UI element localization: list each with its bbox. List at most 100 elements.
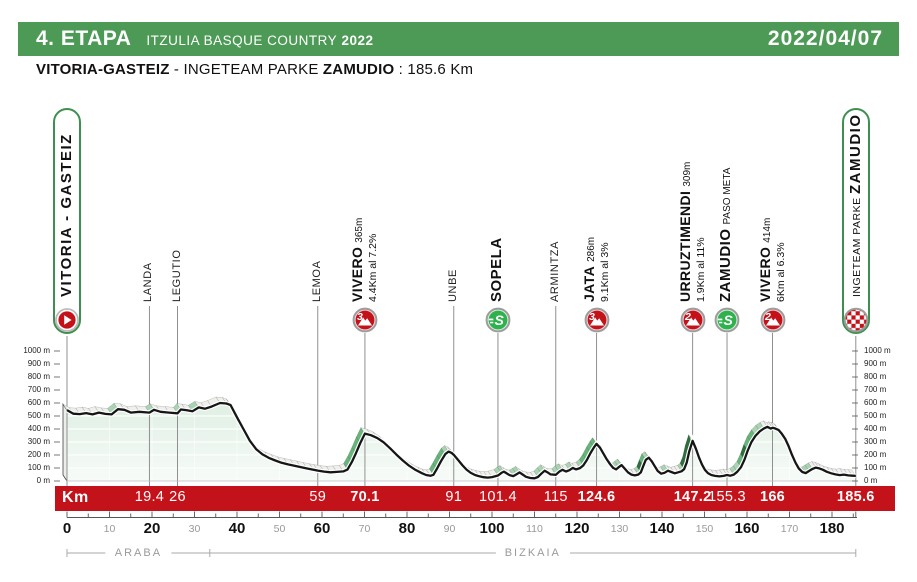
waypoint-altitude: 365m bbox=[353, 217, 365, 243]
x-axis-label-major: 60 bbox=[313, 520, 331, 537]
x-axis-label-major: 180 bbox=[819, 520, 845, 537]
waypoint-name-line: VIVERO 414m bbox=[756, 217, 775, 302]
y-axis-label-right: 400 m bbox=[864, 424, 887, 433]
y-axis-label-right: 500 m bbox=[864, 411, 887, 420]
banner-name: ZAMUDIO bbox=[846, 113, 864, 195]
waypoint-name: VIVERO bbox=[756, 246, 773, 302]
y-axis-label-left: 1000 m bbox=[23, 346, 50, 355]
x-axis-label-major: 20 bbox=[143, 520, 161, 537]
waypoint-name: SOPELA bbox=[487, 237, 505, 302]
waypoint-climb-detail: 4.4Km al 7.2% bbox=[366, 233, 379, 302]
route-distance: 185.6 Km bbox=[407, 61, 474, 78]
climb-icon: 3 bbox=[584, 307, 610, 333]
y-axis-label-left: 300 m bbox=[27, 437, 50, 446]
km-marker: 147.2 bbox=[673, 489, 712, 505]
y-axis-label-left: 900 m bbox=[27, 359, 50, 368]
x-axis-label-major: 80 bbox=[398, 520, 416, 537]
y-axis-label-right: 900 m bbox=[864, 359, 887, 368]
climb-icon: 3 bbox=[352, 307, 378, 333]
waypoint-label: UNBE bbox=[446, 269, 459, 302]
route-finish-prefix: INGETEAM PARKE bbox=[183, 61, 319, 78]
x-axis-label-minor: 50 bbox=[273, 522, 286, 535]
waypoint-climb-detail: 6Km al 6.3% bbox=[774, 242, 787, 302]
waypoint-label: VIVERO 414m 6Km al 6.3% bbox=[756, 217, 788, 302]
svg-text:S: S bbox=[724, 312, 734, 328]
km-bar-title: Km bbox=[62, 489, 89, 506]
km-marker: 115 bbox=[543, 489, 568, 505]
climb-icon: 2 bbox=[760, 307, 786, 333]
km-marker: 26 bbox=[169, 489, 186, 505]
x-axis-label-minor: 30 bbox=[188, 522, 201, 535]
sprint-icon: S bbox=[485, 307, 511, 333]
x-axis-label-major: 40 bbox=[228, 520, 246, 537]
x-axis-label-major: 0 bbox=[62, 520, 72, 537]
waypoint-label: LANDA bbox=[142, 262, 155, 302]
y-axis-label-left: 600 m bbox=[27, 398, 50, 407]
banner-name: VITORIA - GASTEIZ bbox=[58, 133, 75, 297]
route-finish: ZAMUDIO bbox=[322, 61, 395, 78]
race-name-text: ITZULIA BASQUE COUNTRY bbox=[146, 33, 338, 48]
y-axis-label-left: 100 m bbox=[27, 463, 50, 472]
waypoint-climb-detail: 9.1Km al 3% bbox=[598, 242, 611, 302]
waypoint-name: URRUZTIMENDI bbox=[676, 190, 693, 302]
waypoint-altitude: PASO META bbox=[722, 167, 734, 225]
waypoint-name-line: URRUZTIMENDI 309m bbox=[676, 161, 695, 302]
y-axis-label-right: 0 m bbox=[864, 476, 878, 485]
x-axis-label-major: 100 bbox=[479, 520, 505, 537]
waypoint-label: SOPELA bbox=[488, 237, 506, 302]
km-marker: 185.6 bbox=[836, 489, 875, 505]
km-marker: 155.3 bbox=[708, 489, 746, 505]
y-axis-label-right: 700 m bbox=[864, 385, 887, 394]
svg-text:3: 3 bbox=[589, 311, 595, 323]
stage-date: 2022/04/07 bbox=[767, 27, 883, 50]
route-separator: - bbox=[169, 61, 184, 78]
svg-text:3: 3 bbox=[357, 311, 363, 323]
svg-text:2: 2 bbox=[684, 311, 691, 323]
finish-banner-label: INGETEAM PARKE ZAMUDIO bbox=[847, 114, 865, 298]
finish-icon bbox=[843, 307, 869, 333]
profile-left-wall bbox=[62, 402, 68, 483]
x-axis-label-minor: 150 bbox=[695, 522, 714, 535]
waypoint-label: JATA 286m 9.1Km al 3% bbox=[580, 237, 612, 302]
start-banner-label: VITORIA - GASTEIZ bbox=[58, 133, 76, 297]
svg-text:S: S bbox=[494, 312, 504, 328]
x-axis-label-minor: 110 bbox=[526, 522, 543, 535]
route-distance-sep: : bbox=[394, 61, 408, 78]
x-axis-label-minor: 10 bbox=[103, 522, 116, 535]
waypoint-name: VIVERO bbox=[348, 246, 365, 302]
y-axis-label-left: 200 m bbox=[27, 450, 50, 459]
x-axis-label-minor: 90 bbox=[443, 522, 456, 535]
svg-text:2: 2 bbox=[764, 311, 771, 323]
y-axis-label-right: 200 m bbox=[864, 450, 887, 459]
y-axis-label-right: 1000 m bbox=[864, 346, 891, 355]
km-marker: 166 bbox=[759, 489, 786, 505]
x-axis-label-major: 160 bbox=[734, 520, 760, 537]
stage-title: 4. ETAPA bbox=[36, 27, 132, 50]
waypoint-name: JATA bbox=[580, 265, 597, 302]
km-marker: 91 bbox=[445, 489, 463, 505]
waypoint-label: ZAMUDIO PASO META bbox=[717, 168, 735, 302]
x-axis-label-minor: 70 bbox=[358, 522, 371, 535]
waypoint-altitude: 414m bbox=[761, 217, 773, 243]
km-marker: 124.6 bbox=[577, 489, 616, 505]
finish-banner bbox=[841, 108, 870, 334]
route-start: VITORIA-GASTEIZ bbox=[36, 61, 170, 78]
x-axis-label-major: 140 bbox=[649, 520, 675, 537]
y-axis-label-right: 300 m bbox=[864, 437, 887, 446]
y-axis-label-left: 0 m bbox=[36, 476, 50, 485]
y-axis-label-left: 400 m bbox=[27, 424, 50, 433]
region-label: BIZKAIA bbox=[495, 547, 570, 559]
header-bar: 4. ETAPA ITZULIA BASQUE COUNTRY 2022 202… bbox=[18, 22, 899, 56]
region-label: ARABA bbox=[105, 547, 172, 559]
finish-banner-prefix: INGETEAM PARKE bbox=[850, 194, 863, 297]
x-axis-label-major: 120 bbox=[564, 520, 590, 537]
race-name: ITZULIA BASQUE COUNTRY 2022 bbox=[146, 33, 373, 48]
km-bar bbox=[55, 486, 895, 511]
profile-edge bbox=[66, 401, 856, 480]
waypoint-altitude: 309m bbox=[681, 161, 693, 187]
waypoint-label: URRUZTIMENDI 309m 1.9Km al 11% bbox=[676, 161, 708, 302]
race-year: 2022 bbox=[341, 33, 374, 48]
waypoint-label: ARMINTZA bbox=[548, 240, 561, 302]
